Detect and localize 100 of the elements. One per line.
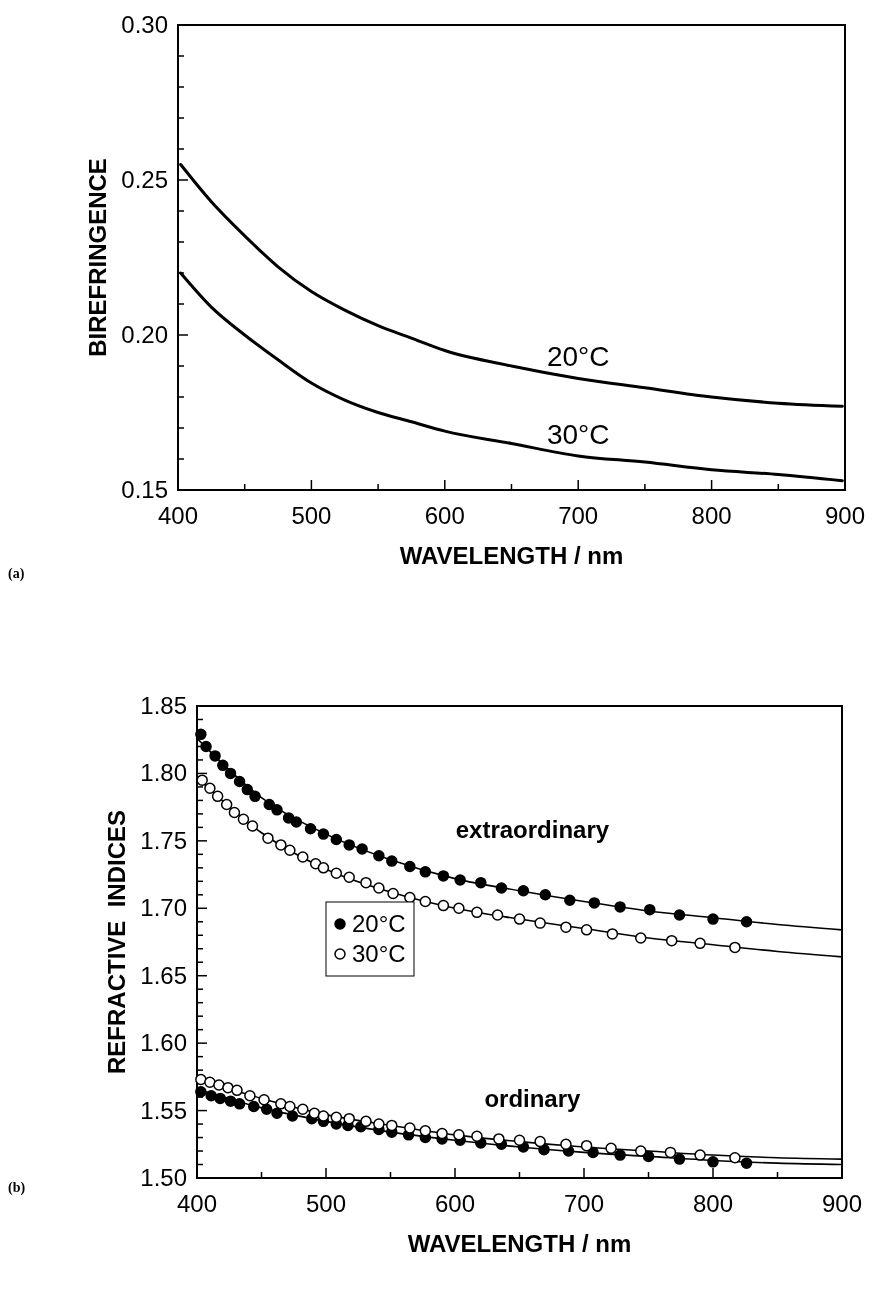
point [606,928,619,940]
y-tick-label: 1.60 [140,1029,187,1057]
point [246,820,259,832]
point [419,866,432,878]
x-tick-label: 400 [157,502,199,529]
x-tick-label: 500 [291,502,332,529]
point [213,1079,225,1091]
point [200,740,212,753]
point [360,1115,372,1128]
y-tick-label: 0.20 [121,321,168,348]
series-label: 20°C [546,341,610,373]
point [195,1085,207,1098]
y-tick-label: 1.85 [140,692,187,719]
point [614,1149,626,1161]
point [404,1122,416,1134]
point [587,1146,599,1159]
point [673,1153,686,1165]
point [224,1095,237,1107]
x-tick-label: 800 [692,1190,734,1217]
point [471,1130,483,1142]
annotation: ordinary [484,1084,582,1112]
point [209,750,221,762]
y-tick-label: 0.15 [121,476,168,503]
point [249,790,261,803]
point [373,849,385,862]
point [580,924,593,936]
point [233,775,246,788]
point [330,833,343,846]
point [534,917,546,929]
point [635,1145,647,1157]
point [275,839,287,851]
x-tick-label: 400 [176,1190,218,1217]
point [580,1139,593,1152]
point [642,1150,655,1163]
point [665,934,678,947]
point [386,855,398,867]
x-axis-title: WAVELENGTH / nm [407,1230,632,1257]
point [471,906,483,919]
x-tick-label: 500 [305,1190,347,1217]
point [237,813,250,826]
point [271,804,283,816]
point [356,843,368,855]
point [297,1103,309,1115]
point [373,882,385,894]
point [513,913,526,925]
point [220,798,233,811]
y-tick-label: 1.55 [140,1096,187,1124]
point [387,887,399,900]
y-tick-label: 0.25 [121,166,168,193]
point [286,1110,299,1122]
x-tick-label: 700 [563,1190,605,1217]
point [330,867,343,879]
point [217,759,229,772]
point [196,774,208,786]
point [271,1107,283,1120]
point [205,1089,217,1102]
y-axis-title: REFRACTIVE INDICES [103,809,130,1075]
point [729,941,741,954]
series-label: 30°C [546,418,610,450]
point [360,876,372,889]
point [214,1092,226,1105]
point [534,1135,546,1148]
point [513,1134,526,1146]
point [564,894,576,906]
point [517,885,530,897]
point [453,902,465,915]
point [343,839,355,851]
point [304,822,317,835]
point [258,1094,270,1106]
legend-label: 30°C [352,940,406,967]
point [290,816,303,828]
y-axis-title: BIREFRINGENCE [84,158,111,357]
point [224,767,237,780]
point [664,1146,677,1159]
point [673,909,686,921]
y-tick-label: 1.80 [140,759,187,787]
x-tick-label: 800 [691,502,732,529]
legend-label: 20°C [352,910,406,937]
x-axis-title: WAVELENGTH / nm [399,542,624,569]
y-tick-label: 1.50 [140,1164,187,1191]
point [263,798,275,811]
point [605,1142,617,1155]
point [317,828,330,840]
y-tick-label: 1.65 [140,961,187,989]
point [560,921,572,933]
point [493,1133,505,1145]
point [260,1103,273,1115]
y-tick-label: 0.30 [121,11,168,38]
point [195,728,207,741]
point [275,1098,287,1110]
point [614,901,626,913]
point [204,782,216,795]
point [635,932,647,944]
point [419,895,432,908]
point [297,851,309,863]
point [317,862,330,874]
point [694,937,706,950]
x-tick-label: 900 [824,502,866,529]
point [475,876,487,889]
point [262,832,274,844]
